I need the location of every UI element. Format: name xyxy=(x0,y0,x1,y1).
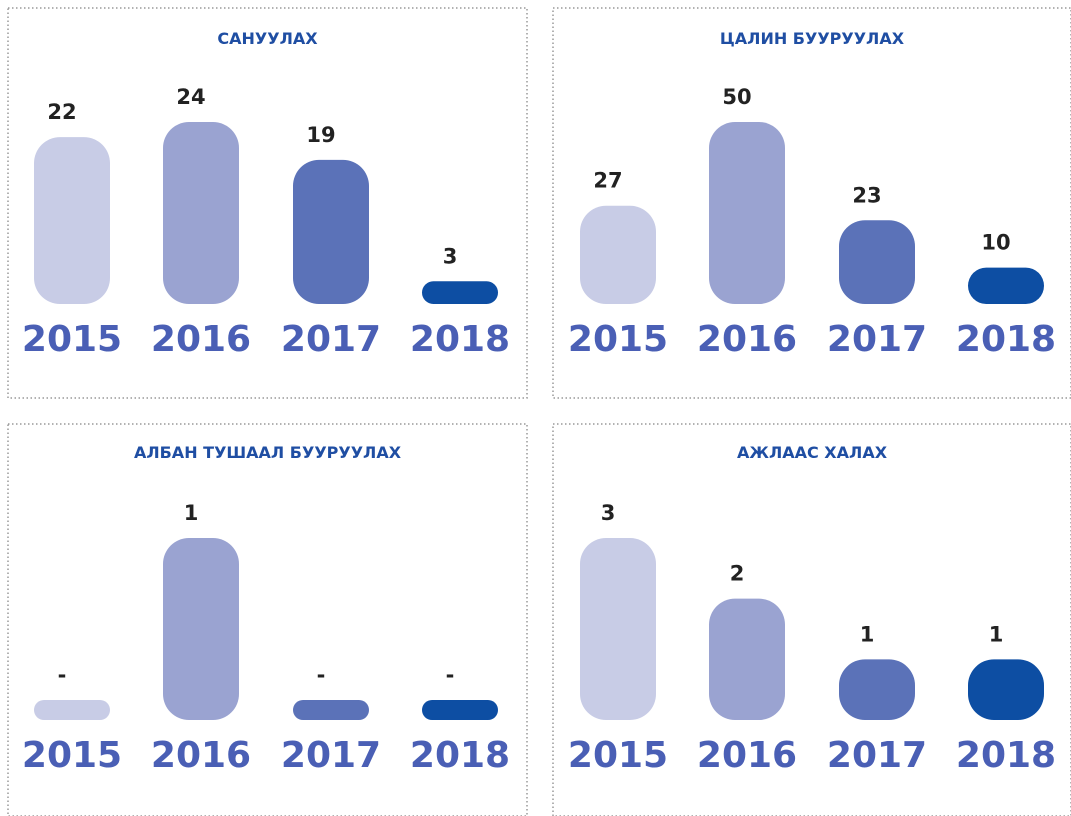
value-label: 23 xyxy=(852,183,881,207)
x-tick-label: 2017 xyxy=(281,735,381,776)
value-label: 1 xyxy=(860,622,875,646)
bar xyxy=(839,220,915,304)
bar xyxy=(709,122,785,304)
value-label: 24 xyxy=(176,85,205,109)
value-label: 3 xyxy=(443,244,458,268)
bar xyxy=(34,137,110,304)
x-tick-label: 2018 xyxy=(410,319,510,360)
panel-frame xyxy=(552,423,1071,816)
bar xyxy=(34,700,110,720)
value-label: 10 xyxy=(981,231,1010,255)
bar xyxy=(839,659,915,720)
value-label: 3 xyxy=(601,501,616,525)
value-label: - xyxy=(317,663,326,687)
x-tick-label: 2018 xyxy=(956,319,1056,360)
x-tick-label: 2016 xyxy=(151,319,251,360)
bar xyxy=(968,267,1044,304)
value-label: 27 xyxy=(593,169,622,193)
value-label: 2 xyxy=(730,562,745,586)
value-label: 19 xyxy=(306,123,335,147)
x-tick-label: 2016 xyxy=(697,735,797,776)
bar xyxy=(709,598,785,720)
bar xyxy=(163,122,239,304)
bar xyxy=(293,700,369,720)
chart-title: ЦАЛИН БУУРУУЛАХ xyxy=(720,29,905,48)
chart-title: АЛБАН ТУШААЛ БУУРУУЛАХ xyxy=(134,443,402,462)
value-label: 50 xyxy=(722,85,751,109)
bar xyxy=(580,205,656,304)
value-label: - xyxy=(446,663,455,687)
x-tick-label: 2015 xyxy=(22,319,122,360)
x-tick-label: 2017 xyxy=(827,735,927,776)
bar xyxy=(422,281,498,304)
x-tick-label: 2017 xyxy=(827,319,927,360)
chart-title: АЖЛААС ХАЛАХ xyxy=(737,443,888,462)
panel-frame xyxy=(7,7,528,399)
value-label: 22 xyxy=(47,100,76,124)
value-label: 1 xyxy=(184,501,199,525)
bar xyxy=(293,159,369,304)
bar xyxy=(580,538,656,720)
x-tick-label: 2015 xyxy=(568,735,668,776)
value-label: - xyxy=(58,663,67,687)
x-tick-label: 2015 xyxy=(568,319,668,360)
bar xyxy=(163,538,239,720)
x-tick-label: 2015 xyxy=(22,735,122,776)
x-tick-label: 2017 xyxy=(281,319,381,360)
x-tick-label: 2016 xyxy=(697,319,797,360)
chart-title: САНУУЛАХ xyxy=(217,29,318,48)
x-tick-label: 2018 xyxy=(956,735,1056,776)
value-label: 1 xyxy=(989,622,1004,646)
bar xyxy=(422,700,498,720)
x-tick-label: 2018 xyxy=(410,735,510,776)
panel-frame xyxy=(552,7,1071,399)
x-tick-label: 2016 xyxy=(151,735,251,776)
bar xyxy=(968,659,1044,720)
